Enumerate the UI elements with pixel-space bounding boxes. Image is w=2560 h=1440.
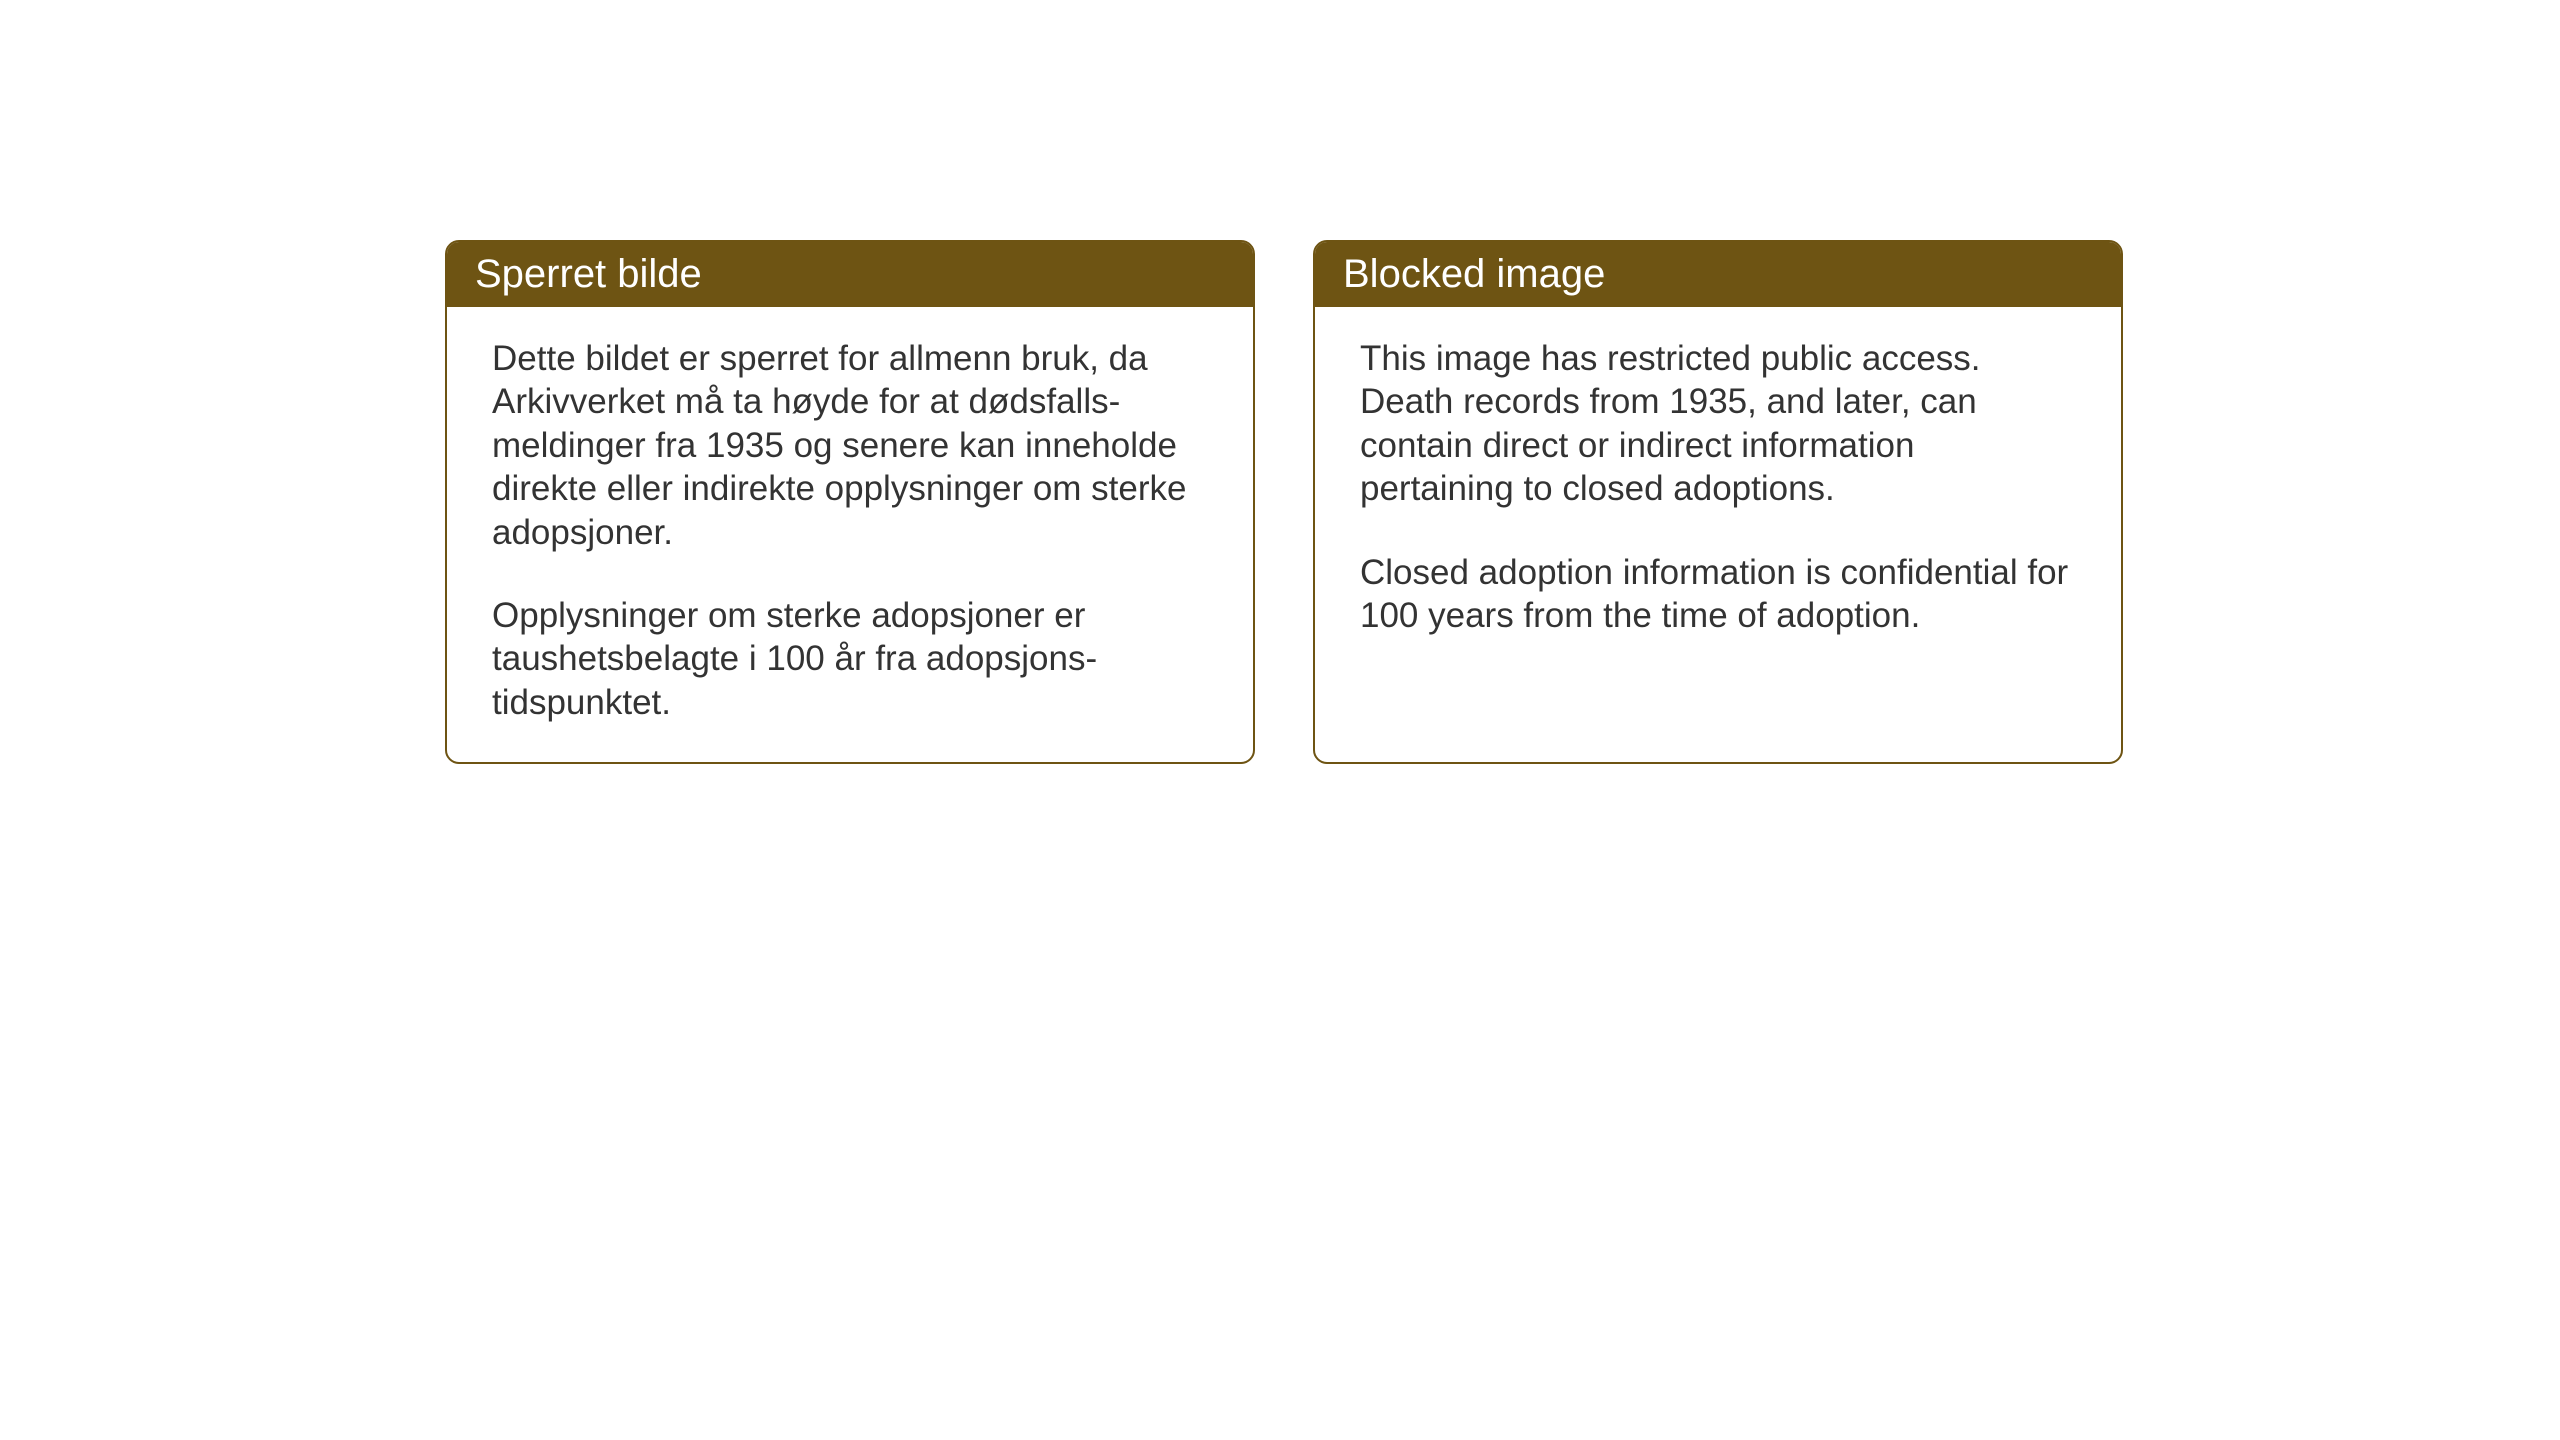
notice-header-english: Blocked image bbox=[1315, 242, 2121, 307]
notice-paragraph-2-norwegian: Opplysninger om sterke adopsjoner er tau… bbox=[492, 594, 1208, 724]
notice-title-norwegian: Sperret bilde bbox=[475, 252, 702, 296]
notice-box-norwegian: Sperret bilde Dette bildet er sperret fo… bbox=[445, 240, 1255, 764]
notice-paragraph-1-english: This image has restricted public access.… bbox=[1360, 337, 2076, 511]
notice-header-norwegian: Sperret bilde bbox=[447, 242, 1253, 307]
notice-paragraph-2-english: Closed adoption information is confident… bbox=[1360, 551, 2076, 638]
notice-body-english: This image has restricted public access.… bbox=[1315, 307, 2121, 675]
notice-title-english: Blocked image bbox=[1343, 252, 1605, 296]
notice-container: Sperret bilde Dette bildet er sperret fo… bbox=[445, 240, 2123, 764]
notice-box-english: Blocked image This image has restricted … bbox=[1313, 240, 2123, 764]
notice-body-norwegian: Dette bildet er sperret for allmenn bruk… bbox=[447, 307, 1253, 762]
notice-paragraph-1-norwegian: Dette bildet er sperret for allmenn bruk… bbox=[492, 337, 1208, 554]
